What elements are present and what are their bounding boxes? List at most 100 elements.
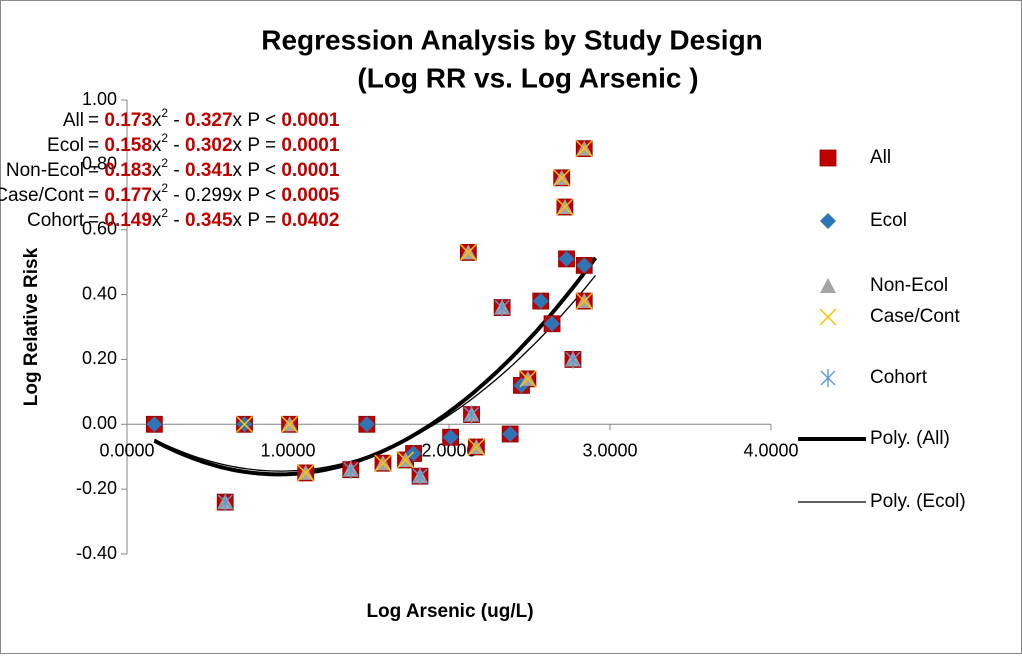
trendline [153, 256, 598, 477]
equation-text: - [168, 160, 185, 181]
y-tick-label: 0.20 [82, 348, 117, 368]
marker-diamond [558, 250, 575, 267]
equation-text: = [88, 110, 104, 131]
equation-text: x P [233, 160, 265, 181]
marker-star [412, 467, 428, 486]
marker-x [519, 370, 537, 388]
legend-marker [820, 369, 836, 387]
marker-diamond [544, 315, 561, 332]
legend-marker [820, 278, 836, 293]
marker-diamond [146, 416, 163, 433]
marker-star [565, 350, 581, 369]
x-tick-label: 4.0000 [743, 440, 798, 460]
equation-label: All [63, 110, 84, 131]
equation-value: 0.177 [104, 185, 152, 206]
legend-label: Cohort [870, 367, 928, 388]
legend-label: All [870, 147, 891, 168]
equation-value: = [265, 135, 276, 156]
equation-text: x [152, 135, 162, 156]
x-tick-label: 3.0000 [582, 440, 637, 460]
x-tick-label: 2.0000 [421, 440, 476, 460]
equation-text: x P [233, 110, 265, 131]
marker-diamond [532, 293, 549, 310]
equation-value: 0.327 [185, 110, 233, 131]
marker-diamond [405, 445, 422, 462]
equation-value: 0.173 [104, 110, 152, 131]
equation-text: x P [233, 135, 265, 156]
equation-value: 0.183 [104, 160, 152, 181]
equation: = 0.158x2 - 0.302x P = 0.0001 [88, 131, 340, 156]
y-tick-label: 0.60 [82, 218, 117, 238]
equation-text: x [152, 110, 162, 131]
equation: = 0.173x2 - 0.327x P < 0.0001 [88, 106, 340, 131]
marker-star [464, 405, 480, 424]
trendline [154, 274, 597, 472]
marker-x [297, 464, 315, 482]
marker-diamond [442, 429, 459, 446]
equation-text: x [152, 210, 162, 231]
equation-value: 0.302 [185, 135, 233, 156]
legend-label: Ecol [870, 210, 907, 231]
marker-star [217, 493, 233, 512]
equation-value: 0.0001 [281, 110, 340, 131]
equation-value: 0.341 [185, 160, 233, 181]
equation-value: 0.158 [104, 135, 152, 156]
marker-x [575, 140, 593, 158]
equation-text: = [88, 135, 104, 156]
marker-x [281, 415, 299, 433]
y-tick-label: -0.20 [76, 478, 117, 498]
equation: = 0.183x2 - 0.341x P < 0.0001 [88, 156, 340, 181]
marker-x [575, 292, 593, 310]
marker-x [459, 243, 477, 261]
marker-x [556, 198, 574, 216]
equation-value: = [265, 210, 276, 231]
equation: = 0.149x2 - 0.345x P = 0.0402 [88, 206, 339, 231]
equation-value: < [265, 110, 276, 131]
equation-text: 2 [161, 131, 168, 145]
equation-text: - [168, 110, 185, 131]
marker-x [235, 415, 254, 433]
y-tick-label: 0.80 [82, 154, 117, 174]
marker-diamond [502, 426, 519, 443]
equation-value: 0.0001 [281, 160, 340, 181]
equation-text: x P [233, 185, 265, 206]
marker-x [553, 169, 571, 187]
equation-text: = [88, 160, 104, 181]
marker-diamond [358, 416, 375, 433]
equation-text: x [152, 185, 162, 206]
legend-marker [820, 213, 836, 229]
equation-value: 0.0402 [281, 210, 339, 231]
legend-marker [819, 149, 837, 167]
equation-label: Ecol [47, 135, 84, 156]
equation-text: - [168, 185, 185, 206]
equation-value: 0.0005 [281, 185, 340, 206]
equation-text: x [152, 160, 162, 181]
marker-x [374, 454, 392, 472]
x-tick-label: 0.0000 [99, 440, 154, 460]
y-tick-label: 0.00 [82, 413, 117, 433]
equation-text: = [88, 185, 104, 206]
chart-subtitle: (Log RR vs. Log Arsenic ) [357, 62, 698, 93]
x-axis-label: Log Arsenic (ug/L) [366, 601, 533, 622]
marker-x [396, 451, 415, 469]
marker-star [343, 460, 359, 479]
equation-value: < [265, 160, 276, 181]
equation: = 0.177x2 - 0.299x P < 0.0005 [88, 181, 340, 206]
equation-value: 0.149 [104, 210, 152, 231]
y-tick-label: 1.00 [82, 89, 117, 109]
legend-label: Poly. (All) [870, 428, 950, 449]
equation-label: Case/Cont [0, 185, 85, 206]
marker-x [467, 438, 485, 456]
y-tick-label: -0.40 [76, 543, 117, 563]
equation-text: x P [233, 210, 265, 231]
y-tick-label: 0.40 [82, 283, 117, 303]
equation-text: 2 [161, 206, 168, 220]
x-tick-label: 1.0000 [260, 440, 315, 460]
equation-text: 2 [161, 181, 168, 195]
legend-label: Non-Ecol [870, 275, 948, 296]
equation-text: - [168, 210, 185, 231]
equation-text: 2 [161, 156, 168, 170]
